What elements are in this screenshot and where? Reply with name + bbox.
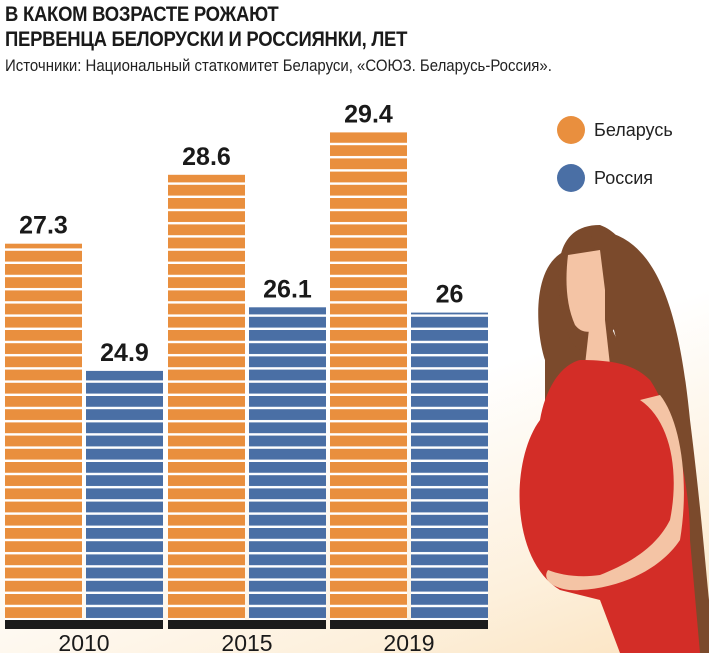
data-label: 24.9: [100, 339, 149, 367]
data-label: 28.6: [182, 143, 231, 171]
chart-subtitle: Источники: Национальный статкомитет Бела…: [5, 56, 552, 75]
bar-stripes: [249, 307, 326, 620]
data-label: 26: [436, 281, 464, 309]
axis-segment: [330, 620, 488, 629]
legend: Беларусь Россия: [557, 116, 673, 192]
axis-segment: [5, 620, 163, 629]
axis-segment: [168, 620, 326, 629]
title-line-1: В КАКОМ ВОЗРАСТЕ РОЖАЮТ: [5, 3, 279, 26]
bar-stripes: [86, 370, 163, 620]
x-tick-label: 2019: [383, 630, 434, 653]
bar-stripes: [411, 312, 488, 620]
bar-stripes: [5, 243, 82, 620]
data-label: 27.3: [19, 212, 68, 240]
pregnant-woman-illustration: [519, 225, 709, 653]
legend-swatch: [557, 164, 585, 192]
legend-swatch: [557, 116, 585, 144]
x-tick-label: 2010: [58, 630, 109, 653]
legend-label: Беларусь: [594, 120, 673, 140]
chart-title: В КАКОМ ВОЗРАСТЕ РОЖАЮТ ПЕРВЕНЦА БЕЛОРУС…: [5, 2, 407, 52]
x-tick-label: 2015: [221, 630, 272, 653]
title-line-2: ПЕРВЕНЦА БЕЛОРУСКИ И РОССИЯНКИ, ЛЕТ: [5, 28, 408, 51]
data-label: 29.4: [344, 100, 393, 128]
bar-stripes: [168, 174, 245, 621]
data-label: 26.1: [263, 275, 312, 303]
bar-stripes: [330, 132, 407, 620]
legend-label: Россия: [594, 168, 653, 188]
